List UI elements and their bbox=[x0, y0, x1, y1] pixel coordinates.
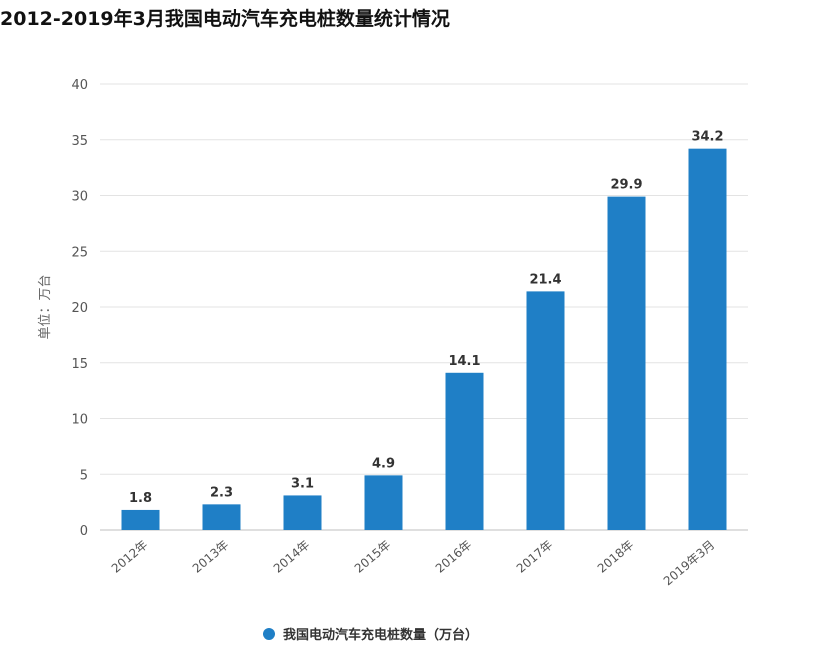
grid-lines bbox=[100, 83, 748, 531]
legend: 我国电动汽车充电桩数量（万台） bbox=[263, 627, 478, 643]
bar bbox=[364, 475, 403, 530]
x-tick-label: 2015年 bbox=[352, 538, 394, 576]
legend-label: 我国电动汽车充电桩数量（万台） bbox=[283, 627, 478, 643]
data-label: 4.9 bbox=[372, 456, 395, 471]
data-label: 34.2 bbox=[691, 130, 723, 145]
legend-marker bbox=[263, 628, 275, 640]
y-tick-label: 10 bbox=[71, 413, 88, 428]
y-tick-label: 25 bbox=[71, 245, 88, 260]
bar bbox=[202, 504, 241, 530]
x-tick-label: 2017年 bbox=[514, 538, 556, 576]
data-label: 3.1 bbox=[291, 476, 314, 491]
y-tick-label: 5 bbox=[80, 468, 88, 483]
bar bbox=[607, 196, 646, 531]
x-tick-label: 2012年 bbox=[109, 538, 151, 576]
x-tick-label: 2018年 bbox=[595, 538, 637, 576]
data-label: 14.1 bbox=[448, 354, 480, 369]
data-labels: 1.8 2.3 3.1 4.9 14.1 21.4 29.9 34.2 bbox=[129, 130, 724, 506]
x-tick-label: 2019年3月 bbox=[661, 538, 718, 589]
y-axis-ticks: 0 5 10 15 20 25 30 35 40 bbox=[71, 78, 88, 539]
chart-title: 2012-2019年3月我国电动汽车充电桩数量统计情况 bbox=[0, 8, 450, 30]
y-tick-label: 40 bbox=[71, 78, 88, 93]
data-label: 21.4 bbox=[529, 272, 561, 287]
y-tick-label: 35 bbox=[71, 134, 88, 149]
bar bbox=[445, 372, 484, 530]
x-tick-label: 2016年 bbox=[433, 538, 475, 576]
x-axis-ticks: 2012年 2013年 2014年 2015年 2016年 2017年 2018年 2019年… bbox=[109, 538, 718, 589]
data-label: 2.3 bbox=[210, 485, 233, 500]
bar bbox=[283, 495, 322, 530]
bar bbox=[121, 509, 160, 530]
bars bbox=[121, 148, 727, 531]
y-tick-label: 15 bbox=[71, 357, 88, 372]
bar bbox=[688, 148, 727, 531]
y-axis-title: 单位：万台 bbox=[38, 274, 53, 339]
y-tick-label: 0 bbox=[80, 524, 88, 539]
x-tick-label: 2014年 bbox=[271, 538, 313, 576]
bar bbox=[526, 291, 565, 530]
data-label: 1.8 bbox=[129, 491, 152, 506]
data-label: 29.9 bbox=[610, 178, 642, 193]
y-tick-label: 20 bbox=[71, 301, 88, 316]
y-tick-label: 30 bbox=[71, 190, 88, 205]
x-tick-label: 2013年 bbox=[190, 538, 232, 576]
